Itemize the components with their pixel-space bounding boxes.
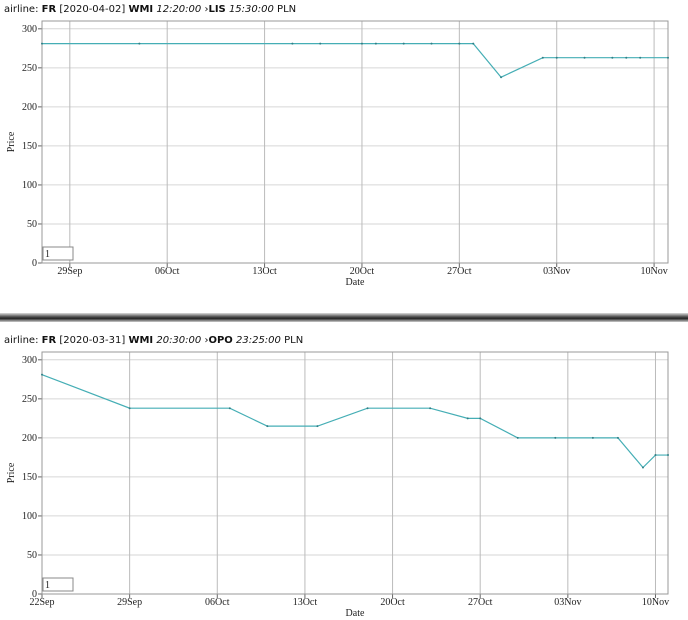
price-point [654, 454, 657, 457]
header-currency: PLN [284, 335, 303, 346]
price-point [500, 76, 503, 79]
price-point [366, 407, 369, 410]
price-point [266, 425, 269, 428]
price-point [591, 436, 594, 439]
y-tick-label: 300 [22, 355, 37, 366]
header-arr: 15:30:00 [229, 4, 274, 15]
header-currency: PLN [277, 4, 296, 15]
price-point [360, 42, 363, 45]
price-line [41, 374, 668, 469]
y-tick-label: 250 [22, 63, 37, 74]
x-tick-label: 06Oct [205, 597, 230, 608]
price-point [479, 417, 482, 420]
y-tick-label: 150 [22, 141, 37, 152]
price-point [625, 56, 628, 59]
price-point [429, 407, 432, 410]
y-tick-label: 100 [22, 180, 37, 191]
price-point [583, 56, 586, 59]
plot-frame [41, 351, 669, 595]
price-point [472, 42, 475, 45]
x-tick-label: 13Oct [252, 266, 277, 277]
x-tick-label: 27Oct [447, 266, 472, 277]
price-point [458, 42, 461, 45]
zoom-input[interactable] [42, 246, 74, 261]
price-point [516, 436, 519, 439]
header-date: [2020-03-31] [59, 335, 125, 346]
y-tick-label: 0 [32, 258, 37, 269]
y-tick-label: 200 [22, 102, 37, 113]
price-point [554, 436, 557, 439]
price-point [466, 417, 469, 420]
price-point [316, 425, 319, 428]
y-tick-label: 300 [22, 24, 37, 35]
y-tick-label: 250 [22, 394, 37, 405]
price-line [42, 43, 668, 78]
price-point [319, 42, 322, 45]
y-tick-label: 0 [32, 589, 37, 600]
price-point [667, 56, 669, 59]
header-dep: 12:20:00 [156, 4, 201, 15]
header-dep: 20:30:00 [156, 335, 201, 346]
plot-frame [41, 20, 669, 264]
x-tick-label: 03Nov [554, 597, 581, 608]
x-axis-label: Date [346, 608, 365, 619]
y-tick-label: 200 [22, 433, 37, 444]
price-point [616, 436, 619, 439]
header-label: airline: [4, 335, 38, 346]
price-point [402, 42, 405, 45]
zoom-input[interactable] [42, 577, 74, 592]
price-point [639, 56, 642, 59]
x-tick-label: 06Oct [155, 266, 180, 277]
price-point [611, 56, 614, 59]
x-tick-label: 10Nov [640, 266, 667, 277]
x-tick-label: 10Nov [642, 597, 669, 608]
header-label: airline: [4, 4, 38, 15]
price-point [641, 466, 644, 469]
y-tick-label: 50 [27, 219, 37, 230]
price-point [430, 42, 433, 45]
y-axis-label: Price [6, 131, 17, 152]
header-to: OPO [208, 335, 232, 346]
separator [0, 313, 688, 322]
x-tick-label: 22Sep [30, 597, 55, 608]
header-airline: FR [42, 335, 57, 346]
chart-panel: airline: FR [2020-03-31] WMI 20:30:00 ›O… [4, 335, 669, 619]
y-tick-label: 50 [27, 550, 37, 561]
header-from: WMI [128, 4, 153, 15]
x-tick-label: 03Nov [543, 266, 570, 277]
price-point [41, 373, 43, 376]
y-tick-label: 150 [22, 472, 37, 483]
header-to: LIS [208, 4, 225, 15]
y-tick-label: 100 [22, 511, 37, 522]
header-date: [2020-04-02] [59, 4, 125, 15]
price-point [138, 42, 141, 45]
price-point [374, 42, 377, 45]
y-axis-label: Price [6, 462, 17, 483]
price-point [291, 42, 294, 45]
price-point [667, 454, 669, 457]
header-from: WMI [128, 335, 153, 346]
header: airline: FR [2020-03-31] WMI 20:30:00 ›O… [4, 335, 303, 346]
x-axis-label: Date [346, 277, 365, 288]
x-tick-label: 20Oct [350, 266, 375, 277]
zoom-input-value: 1 [45, 580, 50, 591]
x-tick-label: 13Oct [293, 597, 318, 608]
zoom-input-value: 1 [45, 249, 50, 260]
x-tick-label: 27Oct [468, 597, 493, 608]
price-point [228, 407, 231, 410]
price-point [541, 56, 544, 59]
chart-panel: airline: FR [2020-04-02] WMI 12:20:00 ›L… [4, 4, 669, 288]
header-arr: 23:25:00 [236, 335, 281, 346]
header-airline: FR [42, 4, 57, 15]
x-tick-label: 20Oct [380, 597, 405, 608]
price-point [555, 56, 558, 59]
price-point [41, 42, 43, 45]
x-tick-label: 29Sep [117, 597, 142, 608]
x-tick-label: 29Sep [57, 266, 82, 277]
price-point [128, 407, 131, 410]
header: airline: FR [2020-04-02] WMI 12:20:00 ›L… [4, 4, 296, 15]
